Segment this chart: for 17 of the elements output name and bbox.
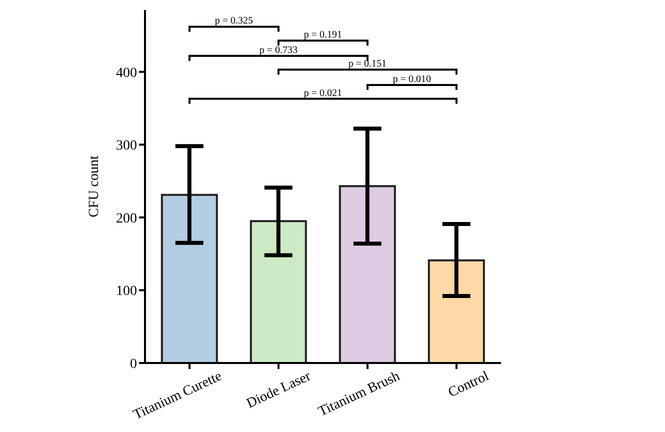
bar	[428, 259, 485, 363]
annotation: p = 0.733	[259, 44, 298, 56]
bar	[338, 185, 396, 363]
annotation: p = 0.151	[348, 58, 387, 70]
y-tick-label: 200	[116, 211, 137, 226]
y-axis-title: CFU count	[86, 155, 102, 218]
annotation: p = 0.010	[392, 74, 432, 85]
x-tick-label: Diode Laser	[244, 368, 314, 412]
y-tick-label: 100	[116, 284, 137, 300]
bar	[160, 194, 218, 363]
annotation: p = 0.191	[304, 30, 342, 41]
bar	[250, 220, 307, 363]
annotation: p = 0.325	[214, 16, 254, 27]
y-tick-label: 0	[130, 356, 137, 372]
annotation: p = 0.021	[304, 88, 342, 99]
y-tick-label: 400	[116, 66, 137, 81]
y-tick-label: 300	[116, 138, 137, 154]
